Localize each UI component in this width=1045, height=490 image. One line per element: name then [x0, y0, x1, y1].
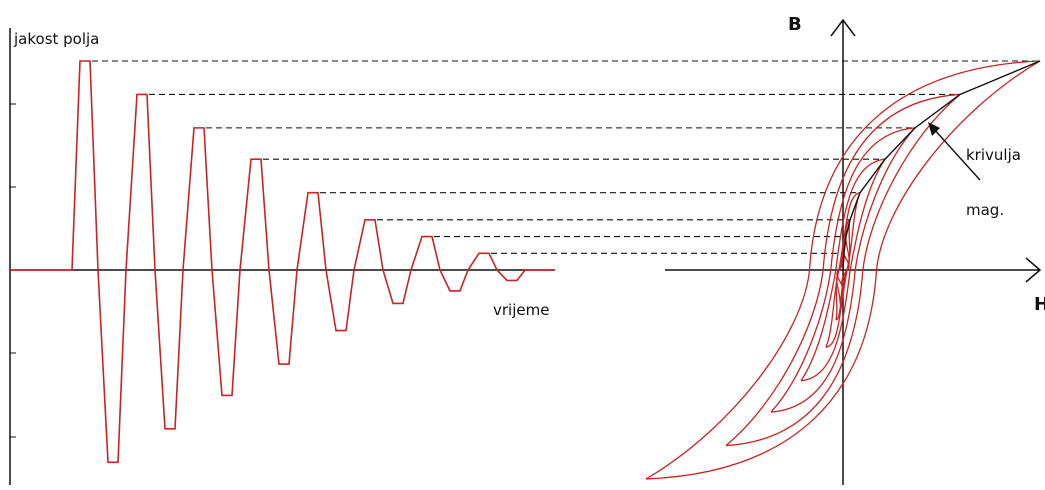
hysteresis-loop	[770, 127, 916, 413]
hysteresis-loop	[725, 93, 961, 447]
hysteresis-loop	[800, 158, 886, 382]
hysteresis-loops	[645, 60, 1041, 480]
left-axes: jakost polja vrijeme	[9, 28, 555, 485]
annotation-arrowhead	[928, 122, 940, 136]
hysteresis-loop	[770, 127, 916, 413]
magnetization-curve	[842, 60, 1041, 271]
curve-label-line2: mag.	[966, 201, 1004, 219]
h-axis-label: H	[1034, 294, 1045, 315]
left-x-axis-label: vrijeme	[493, 301, 549, 319]
hysteresis-loop	[645, 60, 1041, 480]
curve-annotation: krivulja mag.	[928, 122, 1021, 219]
h-axis-arrow	[1025, 257, 1042, 283]
b-axis-arrow	[830, 18, 856, 37]
hysteresis-loop	[725, 93, 961, 447]
damped-signal	[10, 60, 555, 464]
hysteresis-loop	[800, 158, 886, 382]
curve-label-line1: krivulja	[966, 146, 1021, 164]
annotation-pointer	[932, 127, 981, 181]
b-axis-label: B	[788, 14, 802, 35]
dashed-connectors	[92, 60, 1040, 254]
hysteresis-loop	[645, 60, 1041, 480]
hysteresis-loop	[841, 253, 850, 288]
right-axes: B H	[665, 14, 1045, 485]
left-y-axis-label: jakost polja	[13, 30, 99, 48]
